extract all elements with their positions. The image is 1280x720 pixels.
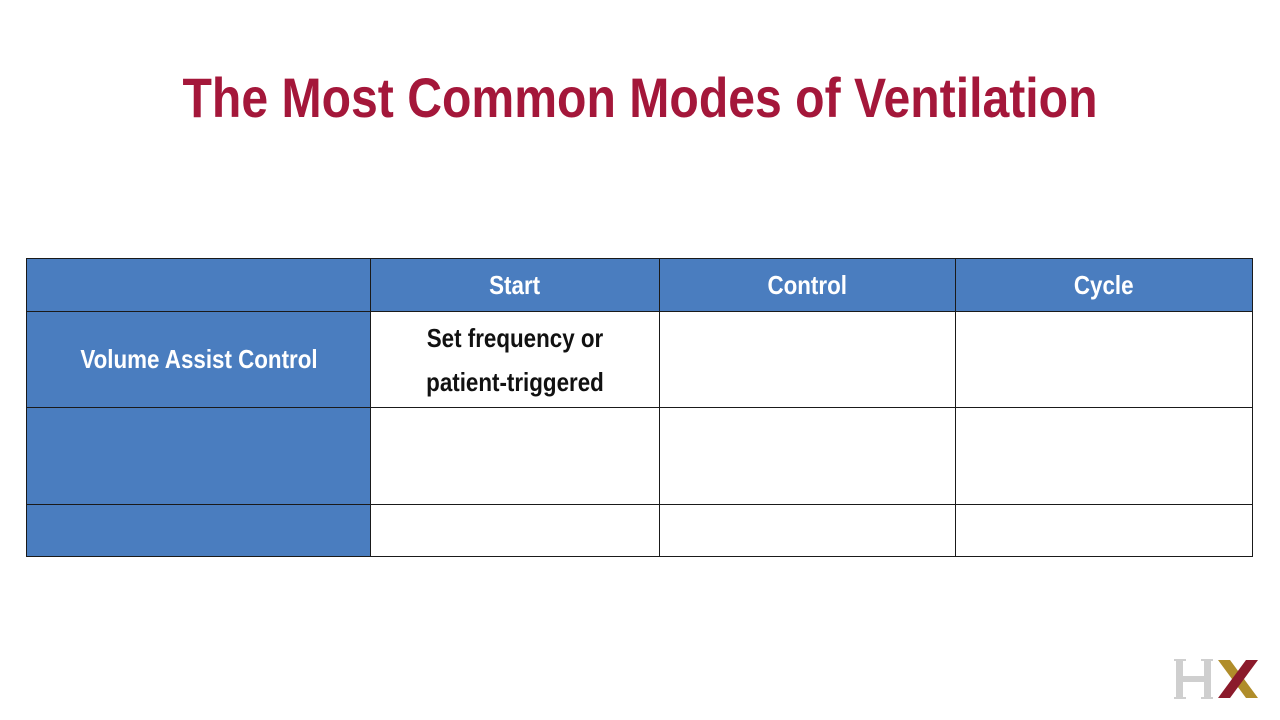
table-cell-start: Set frequency or patient-triggered [370, 311, 660, 408]
table-header-row: Start Control Cycle [26, 258, 1253, 312]
table-cell-control [659, 407, 956, 505]
header-cell-cycle: Cycle [955, 258, 1253, 312]
header-cell-control: Control [659, 258, 956, 312]
header-label: Control [767, 269, 848, 300]
logo-letter-h [1174, 659, 1213, 699]
table-cell-start [370, 407, 660, 505]
hx-logo [1174, 659, 1258, 699]
table-row [26, 504, 1253, 557]
table-row: Volume Assist Control Set frequency or p… [26, 311, 1253, 408]
cell-text: Set frequency or patient-triggered [426, 322, 604, 397]
slide-title: The Most Common Modes of Ventilation [182, 66, 1098, 129]
header-cell-start: Start [370, 258, 660, 312]
table-cell-cycle [955, 311, 1253, 408]
header-label: Cycle [1074, 269, 1134, 300]
row-label: Volume Assist Control [79, 344, 318, 374]
table-cell-cycle [955, 504, 1253, 557]
table-cell-cycle [955, 407, 1253, 505]
logo-letter-x [1218, 660, 1258, 698]
table-cell-start [370, 504, 660, 557]
table-cell-control [659, 504, 956, 557]
header-cell-corner [26, 258, 371, 312]
row-label-cell: Volume Assist Control [26, 311, 371, 408]
row-label-cell [26, 504, 371, 557]
header-label: Start [489, 269, 541, 300]
ventilation-modes-table: Start Control Cycle Volume Assist Contro… [26, 258, 1253, 557]
table-row [26, 407, 1253, 505]
table-cell-control [659, 311, 956, 408]
row-label-cell [26, 407, 371, 505]
